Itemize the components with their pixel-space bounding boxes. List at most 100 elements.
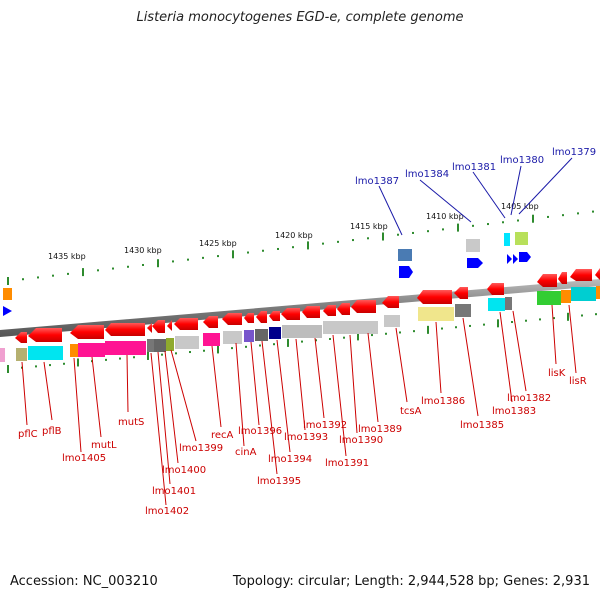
inner-tick: [175, 352, 177, 355]
inner-tick: [119, 357, 121, 360]
bottom-leaders: [21, 304, 577, 506]
inner-tick: [133, 356, 135, 359]
bottom-gene-labels: pflC pflB lmo1405 mutL mutS lmo1402 lmo1…: [18, 368, 587, 517]
label-lmo1389: lmo1389: [358, 424, 402, 435]
inner-tick: [357, 332, 359, 341]
label-lmo1386: lmo1386: [421, 396, 465, 407]
label-lmo1402: lmo1402: [145, 506, 189, 517]
inner-tick: [455, 326, 457, 329]
label-pflC: pflC: [18, 429, 38, 440]
scale-label-1435: 1435 kbp: [48, 252, 86, 261]
outer-tick: [352, 239, 354, 242]
inner-tick: [399, 331, 401, 334]
outer-tick: [577, 212, 579, 215]
label-lmo1380: lmo1380: [500, 155, 544, 166]
inner-tick: [427, 325, 429, 334]
outer-tick: [472, 224, 474, 227]
inner-tick: [553, 317, 555, 320]
accession-text: Accession: NC_003210: [10, 574, 158, 589]
inner-tick: [105, 358, 107, 361]
outer-tick: [142, 263, 144, 266]
label-lmo1379: lmo1379: [552, 147, 596, 158]
inner-tick: [161, 353, 163, 356]
label-pflB: pflB: [42, 426, 62, 437]
label-lmo1394: lmo1394: [268, 454, 312, 465]
outer-tick: [562, 214, 564, 217]
outer-tick: [442, 228, 444, 231]
outer-tick: [112, 267, 114, 270]
label-lmo1381: lmo1381: [452, 162, 496, 173]
outer-tick: [517, 219, 519, 222]
label-lmo1383: lmo1383: [492, 406, 536, 417]
label-tcsA: tcsA: [400, 406, 422, 417]
label-lmo1395: lmo1395: [257, 476, 301, 487]
inner-tick: [259, 344, 261, 347]
inner-tick: [483, 323, 485, 326]
outer-tick: [82, 268, 84, 277]
top-leaders: [378, 157, 573, 236]
forward-genes: [3, 232, 531, 316]
inner-tick: [595, 313, 597, 316]
inner-tick: [525, 319, 527, 322]
outer-tick: [172, 260, 174, 263]
inner-tick-ring: [7, 312, 597, 373]
outer-tick: [7, 277, 9, 285]
scale-label-1420: 1420 kbp: [275, 231, 313, 240]
inner-tick: [217, 345, 219, 354]
outer-tick: [202, 256, 204, 259]
label-lmo1384: lmo1384: [405, 169, 449, 180]
inner-tick: [231, 347, 233, 350]
inner-tick: [315, 339, 317, 342]
outer-tick: [187, 258, 189, 261]
inner-tick: [413, 330, 415, 333]
inner-tick: [301, 340, 303, 343]
inner-tick: [77, 358, 79, 367]
label-lmo1396: lmo1396: [238, 426, 282, 437]
outer-tick: [412, 231, 414, 234]
inner-tick: [147, 351, 149, 360]
label-lmo1387: lmo1387: [355, 176, 399, 187]
label-lmo1385: lmo1385: [460, 420, 504, 431]
outer-tick: [337, 240, 339, 243]
label-lmo1393: lmo1393: [284, 432, 328, 443]
inner-tick: [343, 336, 345, 339]
inner-tick: [385, 332, 387, 335]
outer-tick: [592, 210, 594, 213]
inner-tick: [287, 338, 289, 347]
inner-tick: [203, 349, 205, 352]
label-recA: recA: [211, 430, 234, 441]
label-lmo1401: lmo1401: [152, 486, 196, 497]
outer-tick: [52, 274, 54, 277]
inner-tick: [441, 327, 443, 330]
outer-tick-ring: [7, 210, 594, 285]
label-lmo1390: lmo1390: [339, 435, 383, 446]
outer-tick: [427, 230, 429, 233]
inner-tick: [581, 314, 583, 317]
inner-tick: [35, 365, 37, 368]
label-lmo1399: lmo1399: [179, 443, 223, 454]
outer-tick: [262, 249, 264, 252]
top-gene-labels: lmo1387 lmo1384 lmo1381 lmo1380 lmo1379: [355, 147, 596, 187]
outer-tick: [22, 278, 24, 281]
inner-tick: [469, 324, 471, 327]
outer-tick: [67, 272, 69, 275]
inner-tick: [189, 351, 191, 354]
inner-tick: [497, 319, 499, 328]
scale-label-1425: 1425 kbp: [199, 239, 237, 248]
topology-text: Topology: circular; Length: 2,944,528 bp…: [232, 574, 590, 589]
label-mutS: mutS: [118, 417, 144, 428]
label-lisK: lisK: [548, 368, 566, 379]
outer-tick: [457, 223, 459, 232]
inner-tick: [7, 365, 9, 373]
outer-tick: [532, 214, 534, 223]
label-lmo1405: lmo1405: [62, 453, 106, 464]
inner-tick: [567, 312, 569, 321]
outer-tick: [232, 250, 234, 259]
outer-tick: [217, 255, 219, 258]
inner-tick: [273, 343, 275, 346]
reverse-genes-colored: [0, 286, 600, 362]
outer-tick: [322, 242, 324, 245]
inner-tick: [511, 321, 513, 324]
label-lmo1391: lmo1391: [325, 458, 369, 469]
